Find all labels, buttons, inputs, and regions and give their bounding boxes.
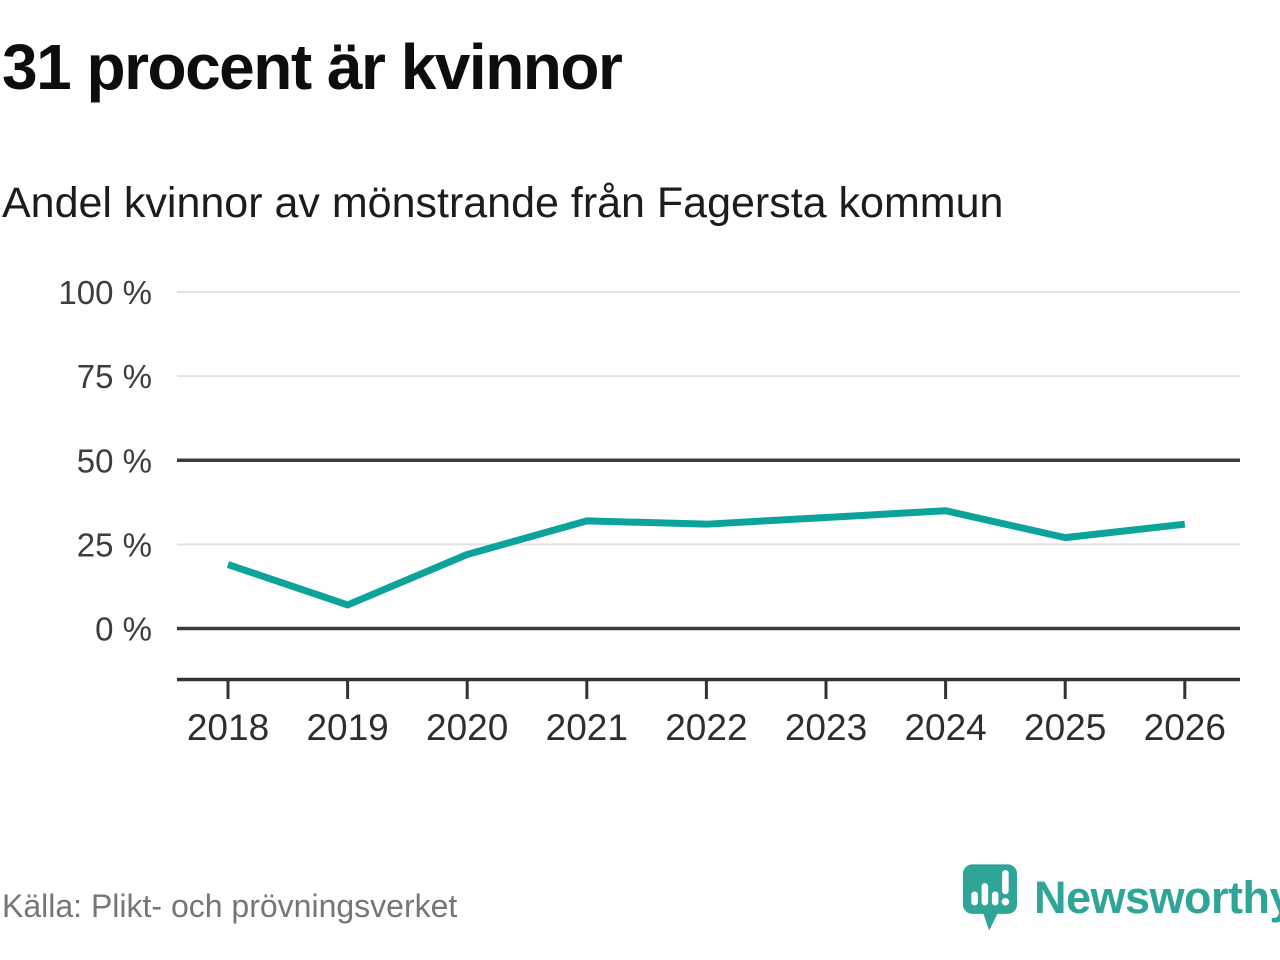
y-tick-label: 100 % [58, 274, 152, 311]
trend-line [226, 507, 1186, 609]
y-tick-label: 0 % [95, 611, 152, 648]
x-tick-label: 2020 [426, 707, 508, 748]
y-tick-label: 75 % [77, 358, 152, 395]
newsworthy-logo-icon [962, 864, 1018, 931]
x-tick-label: 2023 [785, 707, 867, 748]
speech-bubble-shape [962, 864, 1018, 931]
x-tick-label: 2018 [187, 707, 269, 748]
y-tick-label: 50 % [77, 442, 152, 479]
x-tick-label: 2024 [904, 707, 986, 748]
exclamation-dot-icon [1001, 898, 1010, 906]
brand-name: Newsworthy [1034, 872, 1280, 923]
x-tick-label: 2019 [306, 707, 388, 748]
bar-small-icon [971, 891, 978, 906]
page-title: 31 procent är kvinnor [2, 31, 623, 103]
bar-tall-icon [981, 883, 989, 906]
x-tick-label: 2025 [1024, 707, 1106, 748]
chart-subtitle: Andel kvinnor av mönstrande från Fagerst… [2, 179, 1004, 227]
y-tick-label: 25 % [77, 526, 152, 563]
exclamation-bar-icon [1002, 870, 1009, 895]
bar-medium-icon [991, 891, 999, 906]
x-tick-label: 2021 [546, 707, 628, 748]
newsworthy-brand: Newsworthy [962, 860, 1280, 936]
source-note: Källa: Plikt- och prövningsverket [2, 888, 458, 924]
x-tick-label: 2026 [1144, 707, 1226, 748]
x-tick-label: 2022 [665, 707, 747, 748]
